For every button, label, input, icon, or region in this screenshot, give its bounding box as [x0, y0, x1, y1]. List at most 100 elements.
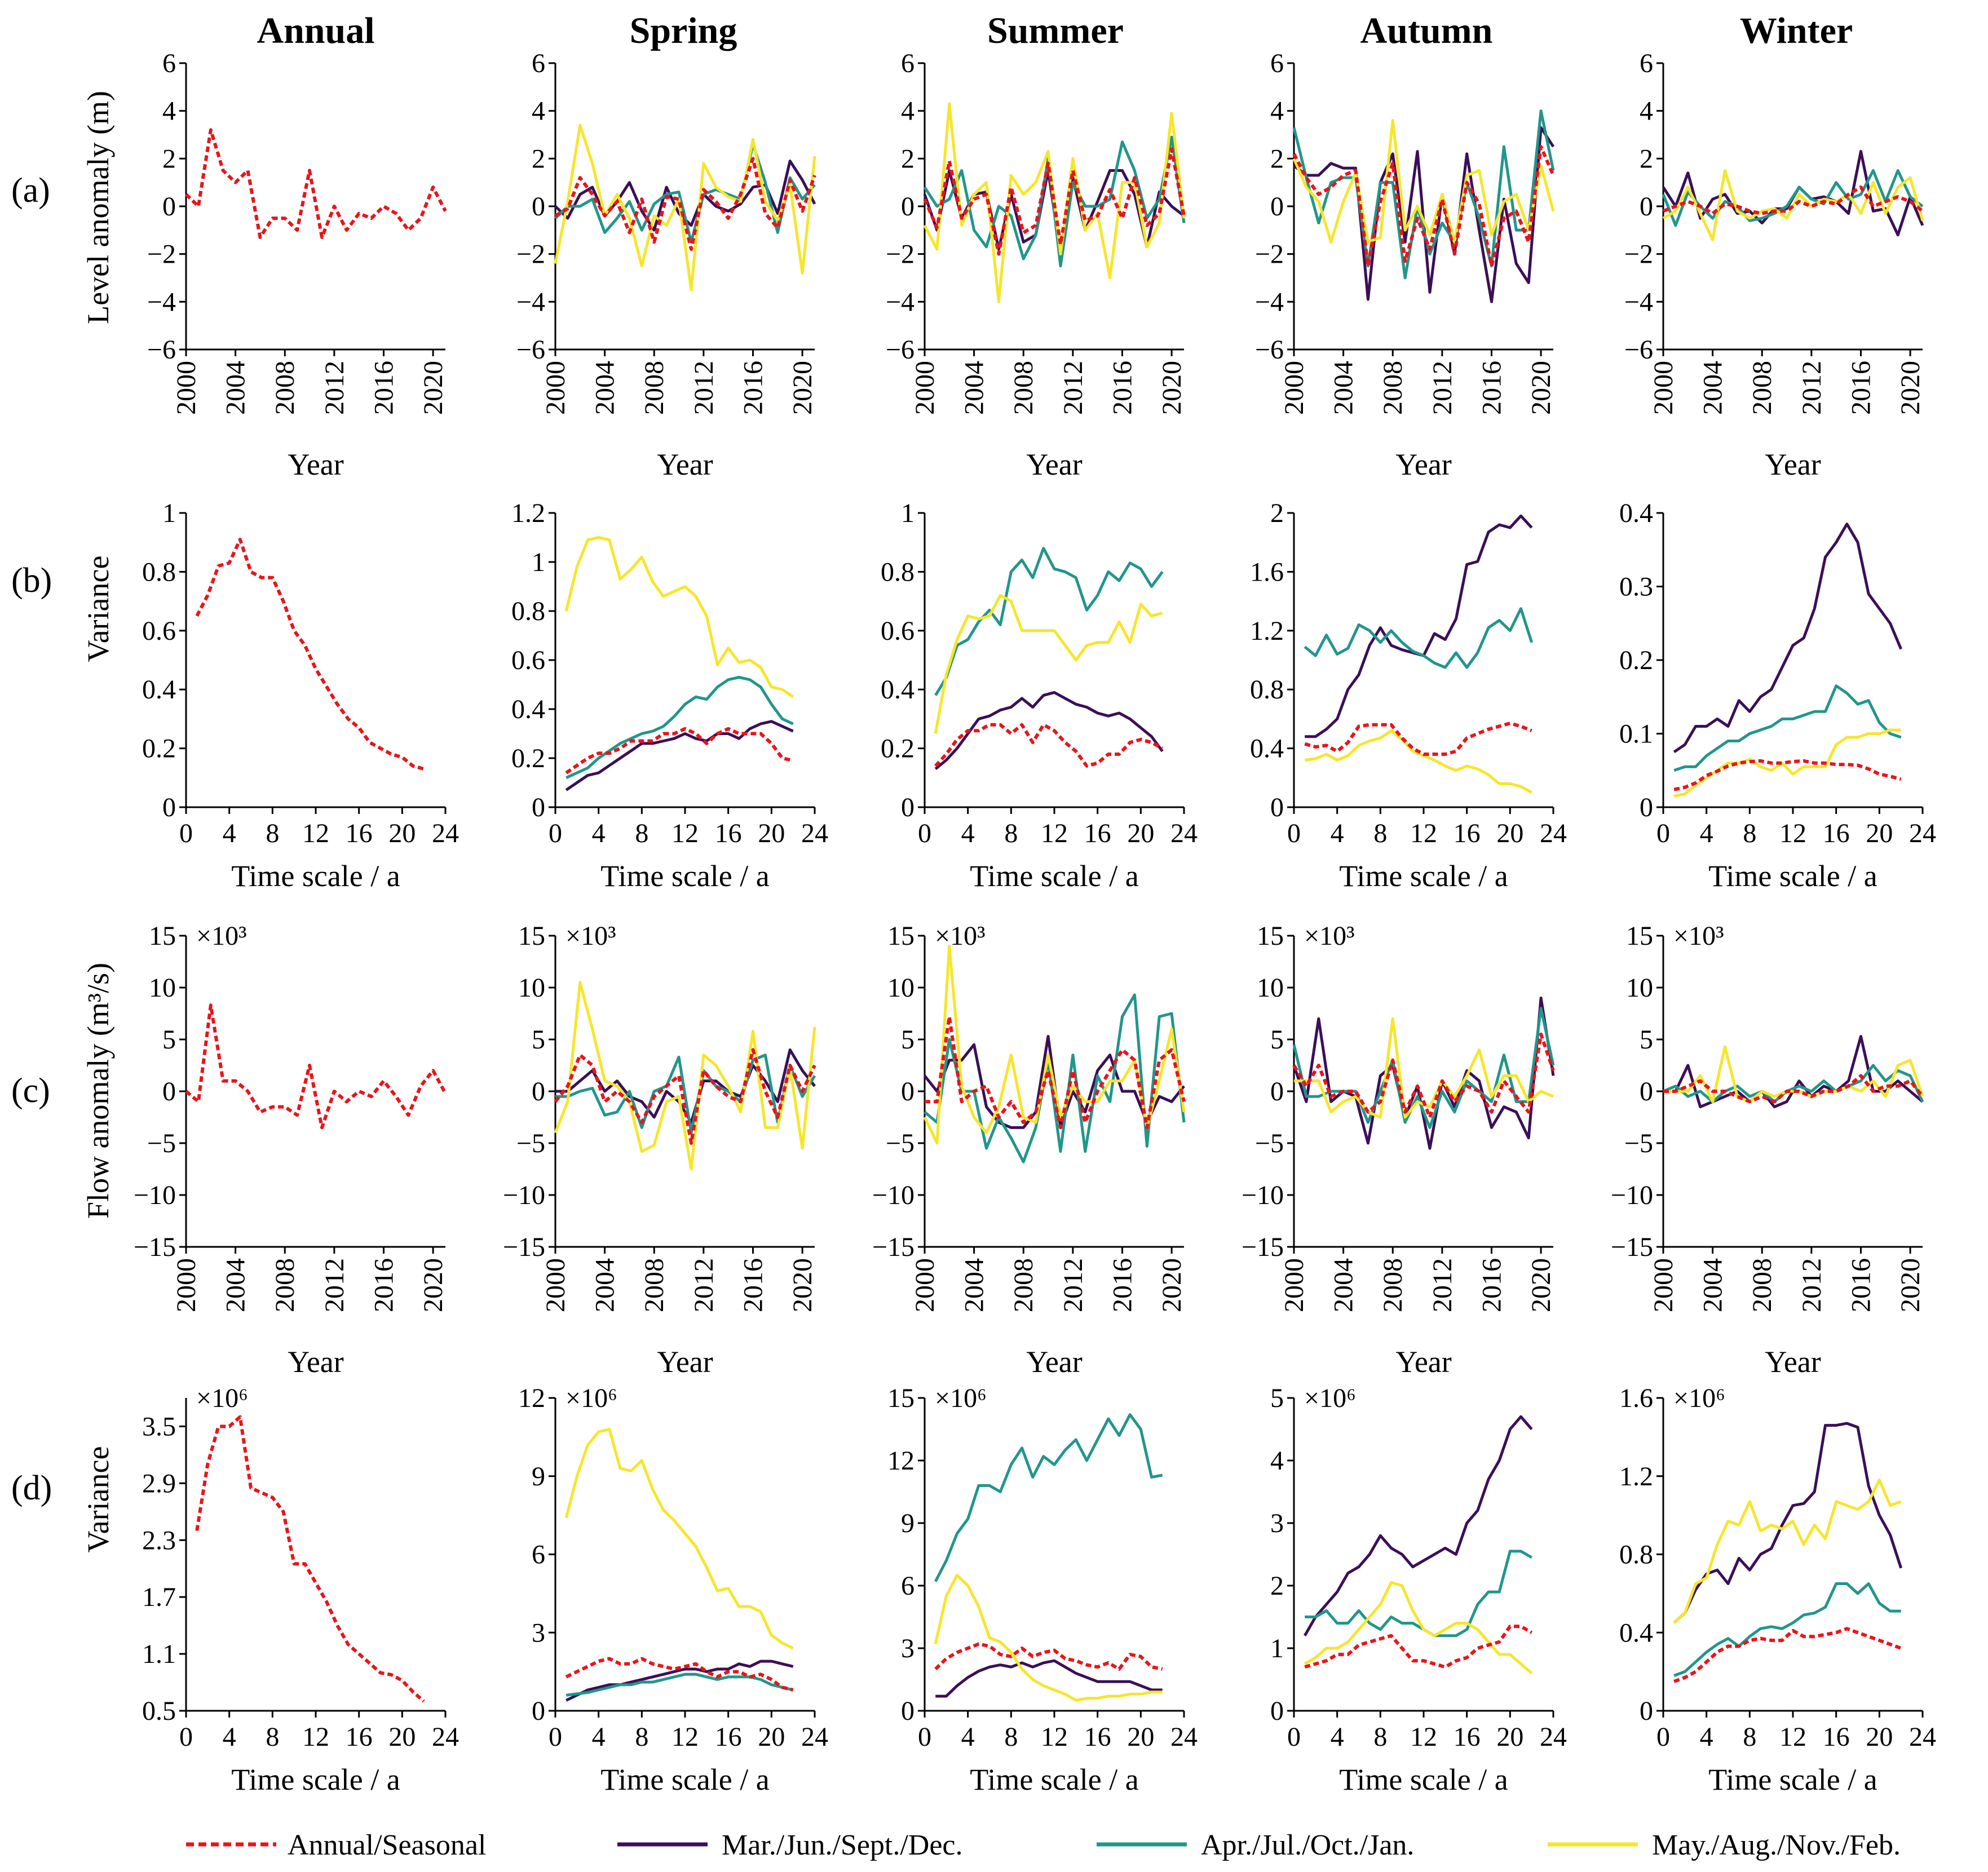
panel-r0-c1-xtick-label: 2008: [639, 361, 669, 415]
panel-r2-c3-xtick-label: 2012: [1428, 1258, 1457, 1312]
panel-r0-c3-xtick-label: 2012: [1428, 361, 1457, 415]
panel-r0-c0-xlabel: Year: [288, 448, 344, 481]
panel-r1-c0-xtick-label: 0: [179, 818, 193, 848]
panel-r1-c1-xtick-label: 8: [635, 818, 648, 848]
panel-r1-c4-xtick-label: 0: [1656, 818, 1670, 848]
panel-r1-c1-ytick-label: 0.4: [511, 694, 545, 724]
panel-r0-c4-ytick-label: 0: [1640, 192, 1653, 222]
panel-r2-c2-xtick-label: 2008: [1009, 1258, 1039, 1312]
panel-r3-c3-series-annual-seasonal: [1304, 1625, 1533, 1669]
panel-r1-c3-series-annual-seasonal: [1304, 722, 1532, 756]
panel-r2-c0-ytick-label: 15: [149, 921, 176, 951]
panel-r2-c1-ytick-label: 0: [532, 1077, 545, 1107]
panel-r1-c1-ytick-label: 0.8: [511, 596, 545, 626]
panel-r3-c2-ytick-label: 0: [901, 1696, 915, 1726]
panel-r3-c3-ytick-label: 0: [1270, 1696, 1284, 1726]
panel-r3-c4-multiplier: ×10⁶: [1673, 1383, 1725, 1413]
panel-r0-c1-ytick-label: 0: [532, 192, 545, 222]
panel-r3-c0-xtick-label: 12: [302, 1722, 329, 1752]
panel-r2-c3-ytick-label: 15: [1257, 921, 1284, 951]
panel-r1-c1-xtick-label: 0: [549, 818, 562, 848]
panel-r1-c4-ytick-label: 0.4: [1619, 498, 1653, 528]
panel-r0-c2-ytick-label: 4: [901, 96, 915, 126]
row-label-c: (c): [11, 1072, 50, 1110]
panel-r0-c3-xtick-label: 2020: [1526, 361, 1556, 415]
panel-r3-c4-xtick-label: 16: [1823, 1722, 1850, 1752]
panel-r2-c0-ytick-label: −5: [147, 1128, 176, 1158]
panel-r2-c2-ytick-label: −10: [872, 1180, 915, 1210]
panel-r3-c0-xtick-label: 24: [432, 1722, 459, 1752]
panel-r3-c0-xtick-label: 0: [179, 1722, 193, 1752]
panel-r1-c3-ytick-label: 0.8: [1250, 675, 1284, 705]
panel-r1-c3-xtick-label: 8: [1373, 818, 1387, 848]
panel-r3-c4-ytick-label: 0.4: [1619, 1618, 1653, 1648]
panel-r3-c0-series-annual-seasonal: [195, 1415, 425, 1703]
panel-r2-c4-series-apr-jul-oct-jan: [1663, 1064, 1924, 1103]
panel-r2-c1-ytick-label: −15: [503, 1232, 545, 1262]
panel-r3-c4-series-apr-jul-oct-jan: [1673, 1582, 1901, 1677]
legend-label-mar-jun-sept-dec: Mar./Jun./Sept./Dec.: [722, 1829, 963, 1861]
panel-r3-c0-ytick-label: 3.5: [142, 1411, 176, 1441]
panel-r2-c1-xtick-label: 2020: [788, 1258, 818, 1312]
panel-r0-c1-series-may-aug-nov-feb: [554, 123, 816, 291]
panel-r1-c2-xlabel: Time scale / a: [970, 859, 1138, 893]
panel-r3-c2-ytick-label: 15: [887, 1383, 915, 1413]
panel-r3-c2-xtick-label: 8: [1004, 1722, 1018, 1752]
panel-r1-c4-xtick-label: 20: [1866, 818, 1893, 848]
panel-r0-c3-ytick-label: −2: [1255, 240, 1284, 269]
panel-r0-c1-series-apr-jul-oct-jan: [554, 143, 816, 244]
panel-r3-c2-xtick-label: 0: [918, 1722, 931, 1752]
panel-r2-c2-ytick-label: 0: [901, 1077, 915, 1107]
panel-r3-c1-xtick-label: 4: [592, 1722, 606, 1752]
panel-r1-c2-ytick-label: 0.2: [881, 734, 915, 764]
panel-r1-c4-xtick-label: 12: [1779, 818, 1806, 848]
panel-r2-c0-xtick-label: 2000: [171, 1258, 201, 1312]
legend-label-may-aug-nov-feb: May./Aug./Nov./Feb.: [1652, 1829, 1901, 1861]
panel-r0-c3-series-may-aug-nov-feb: [1292, 119, 1555, 244]
legend-label-apr-jul-oct-jan: Apr./Jul./Oct./Jan.: [1201, 1829, 1414, 1861]
panel-r2-c3-xtick-label: 2004: [1329, 1258, 1359, 1312]
panel-r0-c2-ytick-label: −6: [886, 335, 915, 365]
panel-r0-c1-xtick-label: 2020: [788, 361, 818, 415]
panel-r1-c0-ytick-label: 0.6: [142, 616, 176, 646]
panel-r0-c0-xtick-label: 2020: [418, 361, 448, 415]
panel-r2-c4-xlabel: Year: [1765, 1345, 1821, 1379]
panel-r2-c0-series-annual-seasonal: [185, 1003, 447, 1130]
panel-r0-c1-ytick-label: 2: [532, 144, 545, 174]
panel-r3-c2-ytick-label: 6: [901, 1571, 915, 1601]
panel-r2-c3-series-annual-seasonal: [1292, 1032, 1555, 1119]
panel-r2-c4-ytick-label: 0: [1640, 1077, 1653, 1107]
panel-r3-c1-series-apr-jul-oct-jan: [566, 1672, 794, 1697]
panel-r3-c3-series-may-aug-nov-feb: [1304, 1581, 1533, 1675]
panel-r1-c1-xtick-label: 4: [592, 818, 606, 848]
panel-r1-c3-xtick-label: 12: [1410, 818, 1437, 848]
panel-r0-c3-ytick-label: −6: [1255, 335, 1284, 365]
panel-r1-c0-ytick-label: 0.4: [142, 675, 176, 705]
panel-r0-c4-series-annual-seasonal: [1662, 185, 1924, 215]
panel-r2-c1-ytick-label: 10: [518, 973, 545, 1003]
panel-r2-c3-multiplier: ×10³: [1304, 921, 1354, 951]
panel-r2-c4-xtick-label: 2012: [1797, 1258, 1827, 1312]
panel-r0-c3-xlabel: Year: [1395, 448, 1452, 481]
panel-r3-c2-ytick-label: 12: [887, 1446, 915, 1476]
panel-r2-c1-series-may-aug-nov-feb: [554, 981, 816, 1171]
panel-r1-c1-xlabel: Time scale / a: [600, 859, 769, 893]
panel-r0-c0-xtick-label: 2008: [270, 361, 300, 415]
panel-r0-c2-ytick-label: 6: [901, 48, 915, 78]
panel-r2-c3-series-mar-jun-sept-dec: [1292, 996, 1555, 1150]
panel-r0-c4-xtick-label: 2016: [1846, 361, 1876, 415]
panel-r0-c4-ytick-label: 2: [1640, 144, 1653, 174]
panel-r1-c4-ytick-label: 0.1: [1619, 719, 1653, 749]
panel-r1-c0-xtick-label: 24: [432, 818, 459, 848]
panel-r3-c1-xtick-label: 24: [801, 1722, 828, 1752]
